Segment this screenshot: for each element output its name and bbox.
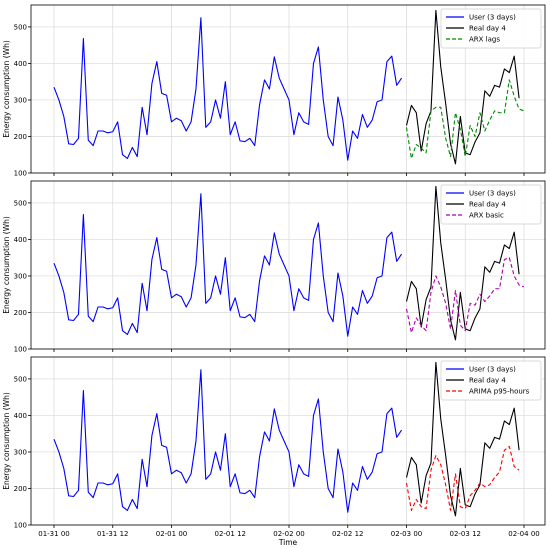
- legend-box: [440, 8, 542, 49]
- y-tick-label: 200: [14, 309, 27, 317]
- x-tick-label: 02-02 00: [273, 530, 304, 538]
- plot-frame: [30, 4, 546, 174]
- y-axis-label: Energy consumption (Wh): [2, 216, 11, 314]
- legend-entry: Real day 4: [469, 25, 506, 33]
- y-tick-label: 200: [14, 133, 27, 141]
- legend-entry: User (3 days): [469, 190, 516, 198]
- legend-entry: Real day 4: [469, 377, 506, 385]
- y-tick-label: 500: [14, 23, 27, 31]
- y-tick-label: 100: [14, 346, 27, 354]
- series-line-3: [405, 79, 525, 159]
- y-tick-label: 100: [14, 170, 27, 178]
- legend-entry: User (3 days): [469, 14, 516, 22]
- series-line-1: [53, 193, 403, 337]
- y-tick-label: 300: [14, 96, 27, 104]
- chart-panel-3: 100 200 300 400 500 01-31 00 01-31 12 02-01 00 0…: [2, 356, 546, 547]
- x-tick-label: 02-01 12: [215, 530, 246, 538]
- x-axis-label: Time: [278, 538, 298, 547]
- x-tick-label: 01-31 00: [38, 530, 69, 538]
- legend-entry: ARX basic: [469, 212, 504, 220]
- plot-frame: [30, 356, 546, 526]
- plot-frame: [30, 180, 546, 350]
- y-axis-label: Energy consumption (Wh): [2, 392, 11, 490]
- series-line-2: [405, 185, 520, 341]
- x-tick-label: 02-03 00: [391, 530, 422, 538]
- x-tick-label: 02-03 12: [450, 530, 481, 538]
- y-axis-label: Energy consumption (Wh): [2, 40, 11, 138]
- y-tick-label: 300: [14, 272, 27, 280]
- y-tick-label: 100: [14, 522, 27, 530]
- chart-panel-2: 100 200 300 400 500 Energy consumption (Wh) Us…: [2, 180, 546, 354]
- chart-panel-1: 100 200 300 400 500 Energy consumption (Wh) Us…: [2, 4, 546, 178]
- legend: User (3 days) Real day 4 ARIMA p95-hours: [440, 360, 542, 401]
- y-tick-label: 500: [14, 375, 27, 383]
- x-tick-label: 02-01 00: [156, 530, 187, 538]
- legend: User (3 days) Real day 4 ARX basic: [440, 184, 542, 225]
- y-tick-label: 400: [14, 236, 27, 244]
- series-line-2: [405, 361, 520, 517]
- legend-entry: ARX lags: [469, 36, 500, 44]
- y-tick-label: 300: [14, 448, 27, 456]
- y-tick-label: 400: [14, 60, 27, 68]
- series-line-3: [405, 445, 520, 511]
- series-line-2: [405, 9, 520, 165]
- legend-box: [440, 360, 542, 401]
- series-line-3: [405, 257, 525, 334]
- legend: User (3 days) Real day 4 ARX lags: [440, 8, 542, 49]
- x-tick-label: 02-02 12: [332, 530, 363, 538]
- legend-entry: ARIMA p95-hours: [469, 388, 530, 396]
- legend-entry: Real day 4: [469, 201, 506, 209]
- legend-entry: User (3 days): [469, 366, 516, 374]
- y-tick-label: 400: [14, 412, 27, 420]
- x-tick-label: 01-31 12: [97, 530, 128, 538]
- y-tick-label: 200: [14, 485, 27, 493]
- series-line-1: [53, 17, 403, 161]
- y-tick-label: 500: [14, 199, 27, 207]
- series-line-1: [53, 369, 403, 513]
- x-tick-label: 02-04 00: [508, 530, 539, 538]
- legend-box: [440, 184, 542, 225]
